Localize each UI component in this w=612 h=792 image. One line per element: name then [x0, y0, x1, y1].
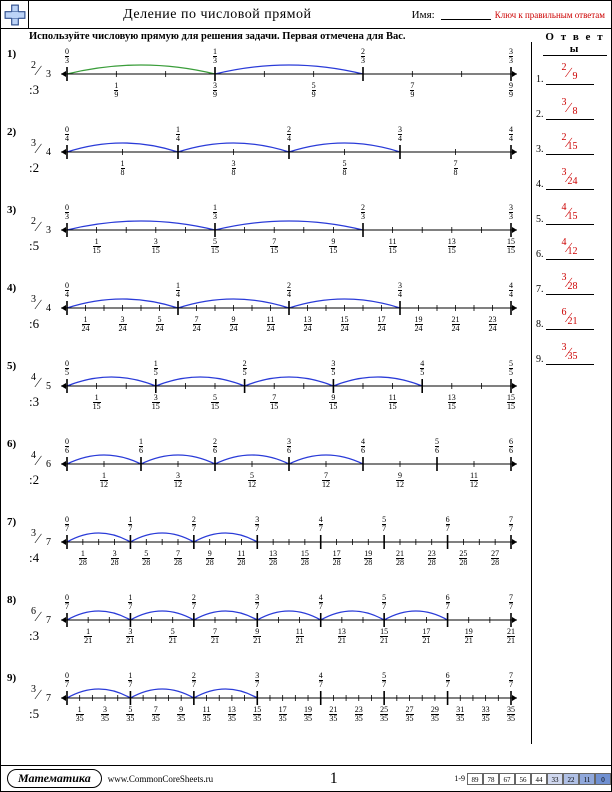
- score-box: 0: [595, 773, 611, 785]
- subject-badge: Математика: [7, 769, 102, 788]
- name-line: [441, 19, 491, 20]
- answer-value: 3∕8: [546, 99, 594, 120]
- score-label: 1-9: [454, 774, 465, 783]
- content: 1) 2∕3:3 031323331939597999 2) 3∕4:2 041…: [1, 42, 611, 744]
- answers-heading: О т в е т ы: [543, 31, 607, 56]
- number-line: 031323331939597999: [59, 46, 523, 120]
- problem-expression: 3∕7:4: [29, 514, 59, 588]
- score-box: 89: [467, 773, 483, 785]
- score-boxes: 89786756443322110: [467, 773, 611, 785]
- answer-number: 7.: [536, 284, 544, 295]
- answer-number: 5.: [536, 214, 544, 225]
- problem-number: 9): [7, 670, 29, 744]
- problem-row: 2) 3∕4:2 041424344418385878: [7, 124, 531, 198]
- number-line: 061626364656661123125127129121112: [59, 436, 523, 510]
- answer-number: 6.: [536, 249, 544, 260]
- number-line: 0717273747576777128328528728928112813281…: [59, 514, 523, 588]
- page-title: Деление по числовой прямой: [29, 7, 406, 23]
- problem-row: 7) 3∕7:4 0717273747576777128328528728928…: [7, 514, 531, 588]
- answer-value: 3∕35: [546, 344, 594, 365]
- worksheet-page: Деление по числовой прямой Имя: Ключ к п…: [0, 0, 612, 792]
- problem-expression: 3∕4:6: [29, 280, 59, 354]
- problems-column: 1) 2∕3:3 031323331939597999 2) 3∕4:2 041…: [1, 42, 531, 744]
- name-label: Имя:: [406, 9, 441, 21]
- problem-number: 5): [7, 358, 29, 432]
- number-line: 041424344418385878: [59, 124, 523, 198]
- score-box: 78: [483, 773, 499, 785]
- score-box: 33: [547, 773, 563, 785]
- number-line: 051525354555115315515715915111513151515: [59, 358, 523, 432]
- answer-value: 6∕21: [546, 309, 594, 330]
- score-box: 44: [531, 773, 547, 785]
- problem-row: 8) 6∕7:3 0717273747576777121321521721921…: [7, 592, 531, 666]
- answer-row: 4. 3∕24: [532, 169, 603, 190]
- page-number: 1: [213, 770, 454, 788]
- answer-row: 7. 3∕28: [532, 274, 603, 295]
- problem-row: 5) 4∕5:3 0515253545551153155157159151115…: [7, 358, 531, 432]
- problem-number: 6): [7, 436, 29, 510]
- problem-row: 3) 2∕3:5 0313233311531551571591511151315…: [7, 202, 531, 276]
- answer-value: 4∕12: [546, 239, 594, 260]
- problem-expression: 6∕7:3: [29, 592, 59, 666]
- answer-number: 4.: [536, 179, 544, 190]
- answer-value: 4∕15: [546, 204, 594, 225]
- answer-row: 3. 2∕15: [532, 134, 603, 155]
- answer-key-note: Ключ к правильным ответам: [495, 10, 611, 20]
- number-line: 0717273747576777121321521721921112113211…: [59, 592, 523, 666]
- answer-value: 3∕24: [546, 169, 594, 190]
- answer-value: 2∕9: [546, 64, 594, 85]
- problem-number: 3): [7, 202, 29, 276]
- answer-row: 9. 3∕35: [532, 344, 603, 365]
- problem-number: 7): [7, 514, 29, 588]
- footer: Математика www.CommonCoreSheets.ru 1 1-9…: [1, 765, 611, 791]
- problem-number: 2): [7, 124, 29, 198]
- problem-row: 4) 3∕4:6 0414243444124324524724924112413…: [7, 280, 531, 354]
- problem-row: 9) 3∕7:5 0717273747576777135335535735935…: [7, 670, 531, 744]
- answer-number: 3.: [536, 144, 544, 155]
- number-line: 0717273747576777135335535735935113513351…: [59, 670, 523, 744]
- answers-column: 1. 2∕9 2. 3∕8 3. 2∕15 4. 3∕24 5. 4∕15 6. 4∕12…: [531, 42, 603, 744]
- score-box: 56: [515, 773, 531, 785]
- problem-expression: 4∕6:2: [29, 436, 59, 510]
- score-box: 67: [499, 773, 515, 785]
- answer-row: 8. 6∕21: [532, 309, 603, 330]
- score-box: 22: [563, 773, 579, 785]
- problem-expression: 3∕7:5: [29, 670, 59, 744]
- header: Деление по числовой прямой Имя: Ключ к п…: [1, 1, 611, 29]
- number-line: 03132333115315515715915111513151515: [59, 202, 523, 276]
- score-box: 11: [579, 773, 595, 785]
- answer-row: 2. 3∕8: [532, 99, 603, 120]
- site-url: www.CommonCoreSheets.ru: [108, 774, 213, 784]
- answer-value: 2∕15: [546, 134, 594, 155]
- answer-row: 6. 4∕12: [532, 239, 603, 260]
- problem-expression: 2∕3:5: [29, 202, 59, 276]
- answer-number: 2.: [536, 109, 544, 120]
- logo: [1, 1, 29, 29]
- answer-number: 8.: [536, 319, 544, 330]
- answer-row: 5. 4∕15: [532, 204, 603, 225]
- problem-row: 6) 4∕6:2 0616263646566611231251271291211…: [7, 436, 531, 510]
- problem-expression: 3∕4:2: [29, 124, 59, 198]
- answer-number: 9.: [536, 354, 544, 365]
- answer-value: 3∕28: [546, 274, 594, 295]
- number-line: 0414243444124324524724924112413241524172…: [59, 280, 523, 354]
- problem-expression: 2∕3:3: [29, 46, 59, 120]
- problem-number: 4): [7, 280, 29, 354]
- answer-number: 1.: [536, 74, 544, 85]
- answer-row: 1. 2∕9: [532, 64, 603, 85]
- problem-expression: 4∕5:3: [29, 358, 59, 432]
- problem-number: 8): [7, 592, 29, 666]
- problem-number: 1): [7, 46, 29, 120]
- problem-row: 1) 2∕3:3 031323331939597999: [7, 46, 531, 120]
- instruction: Используйте числовую прямую для решения …: [1, 29, 611, 42]
